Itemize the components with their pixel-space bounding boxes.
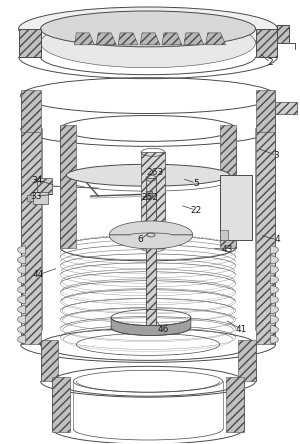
Polygon shape — [18, 305, 26, 313]
Polygon shape — [270, 305, 278, 313]
Polygon shape — [27, 195, 32, 201]
Polygon shape — [18, 336, 26, 344]
Polygon shape — [18, 285, 26, 293]
Polygon shape — [206, 33, 226, 45]
Polygon shape — [278, 25, 290, 43]
Polygon shape — [270, 296, 278, 304]
Text: 2: 2 — [268, 58, 273, 67]
Text: 252: 252 — [142, 193, 158, 202]
Polygon shape — [118, 33, 138, 45]
Polygon shape — [270, 285, 278, 293]
Polygon shape — [109, 233, 193, 249]
Text: 43: 43 — [222, 246, 233, 254]
Polygon shape — [220, 175, 251, 240]
Text: 22: 22 — [190, 206, 201, 214]
Polygon shape — [18, 325, 26, 333]
Ellipse shape — [19, 7, 278, 51]
Ellipse shape — [66, 164, 230, 186]
Ellipse shape — [40, 18, 256, 68]
Polygon shape — [111, 317, 191, 336]
Polygon shape — [238, 340, 256, 381]
Polygon shape — [21, 128, 40, 345]
Polygon shape — [18, 256, 26, 264]
Polygon shape — [21, 90, 40, 132]
Polygon shape — [270, 276, 278, 284]
Polygon shape — [18, 246, 26, 254]
Text: 5: 5 — [193, 178, 199, 188]
Polygon shape — [141, 152, 165, 248]
Polygon shape — [162, 33, 182, 45]
Polygon shape — [146, 191, 152, 198]
Polygon shape — [270, 266, 278, 274]
Text: 46: 46 — [157, 325, 169, 334]
Text: 33: 33 — [31, 192, 42, 201]
Polygon shape — [32, 192, 49, 204]
Polygon shape — [270, 325, 278, 333]
Text: 44: 44 — [33, 270, 44, 279]
Text: 3: 3 — [274, 151, 279, 160]
Polygon shape — [256, 29, 278, 57]
Text: 263: 263 — [146, 168, 164, 177]
Text: 41: 41 — [236, 325, 247, 334]
Polygon shape — [18, 266, 26, 274]
Polygon shape — [146, 178, 156, 329]
Polygon shape — [140, 33, 160, 45]
Polygon shape — [74, 33, 94, 45]
Polygon shape — [270, 256, 278, 264]
Polygon shape — [226, 377, 244, 432]
Polygon shape — [270, 316, 278, 324]
Ellipse shape — [40, 11, 256, 47]
Polygon shape — [275, 102, 297, 114]
Text: 6: 6 — [137, 235, 143, 244]
Polygon shape — [96, 33, 116, 45]
Polygon shape — [18, 316, 26, 324]
Polygon shape — [60, 125, 76, 248]
Polygon shape — [220, 125, 236, 248]
Text: 34: 34 — [31, 176, 42, 185]
Polygon shape — [184, 33, 204, 45]
Polygon shape — [52, 377, 70, 432]
Polygon shape — [18, 296, 26, 304]
Polygon shape — [270, 246, 278, 254]
Polygon shape — [270, 336, 278, 344]
Text: 4: 4 — [274, 235, 280, 244]
Polygon shape — [256, 90, 275, 132]
Polygon shape — [109, 221, 193, 237]
Polygon shape — [256, 128, 275, 345]
Polygon shape — [220, 230, 228, 240]
Polygon shape — [18, 276, 26, 284]
Polygon shape — [19, 29, 40, 57]
Polygon shape — [40, 340, 58, 381]
Polygon shape — [37, 178, 52, 194]
